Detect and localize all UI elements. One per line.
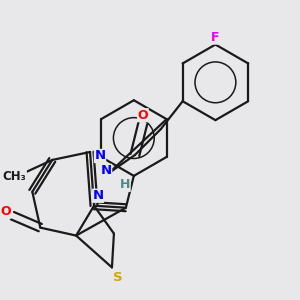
Text: CH₃: CH₃ [2, 170, 26, 183]
Text: N: N [92, 189, 104, 202]
Text: O: O [0, 205, 11, 218]
Text: N: N [94, 149, 106, 163]
Text: F: F [211, 31, 220, 44]
Text: S: S [113, 271, 123, 284]
Text: H: H [120, 178, 130, 191]
Text: O: O [138, 109, 148, 122]
Text: N: N [100, 164, 112, 177]
